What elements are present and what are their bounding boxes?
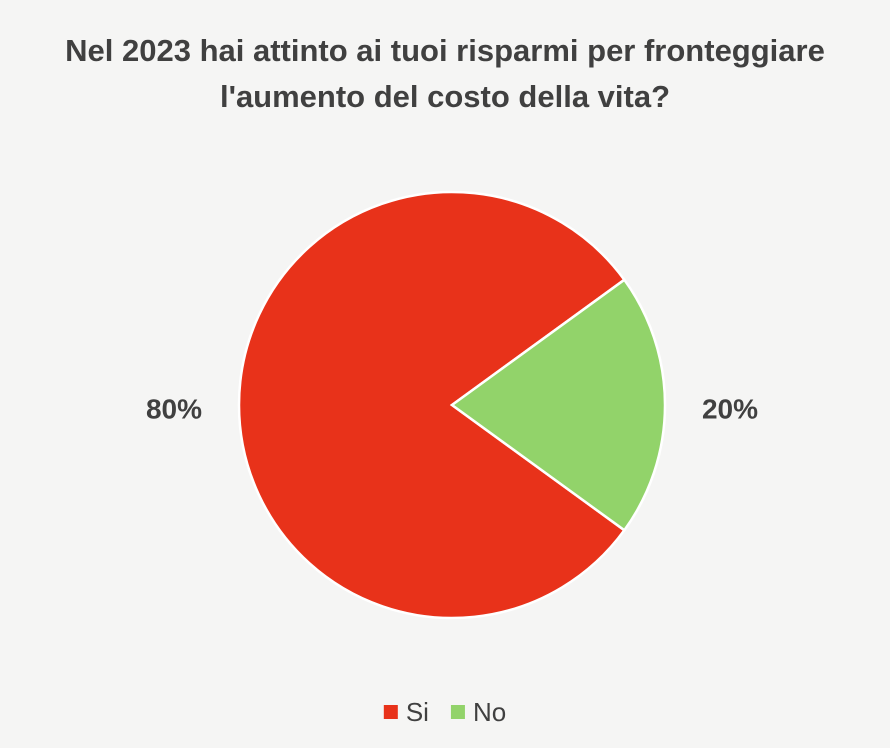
legend-swatch: [383, 705, 398, 719]
legend-swatch: [450, 705, 465, 719]
legend-label: No: [473, 697, 506, 727]
pie-slice: [449, 278, 667, 532]
value-label: 20%: [702, 393, 758, 424]
pie-slice: [237, 190, 627, 620]
legend-label: Si: [406, 697, 429, 727]
value-label: 80%: [146, 393, 202, 424]
chart-title: Nel 2023 hai attinto ai tuoi risparmi pe…: [65, 33, 825, 114]
